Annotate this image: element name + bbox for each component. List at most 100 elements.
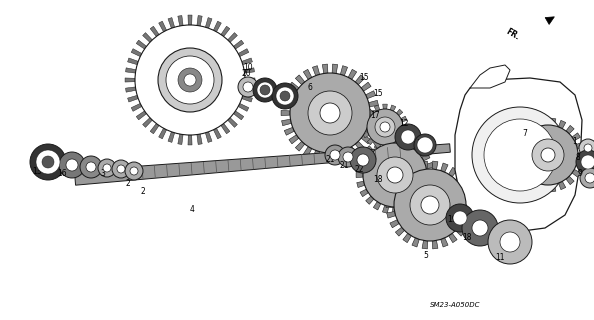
Text: 15: 15 — [359, 74, 369, 83]
Text: 4: 4 — [189, 205, 194, 214]
Circle shape — [103, 164, 111, 172]
Circle shape — [541, 148, 555, 162]
Polygon shape — [363, 116, 369, 122]
Polygon shape — [427, 172, 434, 178]
Polygon shape — [448, 167, 457, 177]
Polygon shape — [228, 118, 238, 127]
Polygon shape — [432, 161, 438, 170]
Circle shape — [112, 160, 130, 178]
Circle shape — [484, 119, 556, 191]
Text: 15: 15 — [373, 89, 383, 98]
Polygon shape — [516, 133, 524, 140]
Polygon shape — [461, 220, 470, 228]
Polygon shape — [390, 143, 396, 149]
Polygon shape — [332, 153, 337, 162]
Polygon shape — [396, 227, 405, 236]
Polygon shape — [206, 18, 212, 28]
Polygon shape — [366, 196, 374, 204]
Polygon shape — [312, 66, 320, 76]
Text: 5: 5 — [424, 252, 428, 260]
Polygon shape — [550, 184, 556, 192]
Polygon shape — [285, 127, 295, 135]
Text: 3: 3 — [100, 170, 106, 179]
Text: 9: 9 — [577, 170, 583, 179]
Polygon shape — [550, 118, 556, 126]
Polygon shape — [213, 128, 222, 139]
Text: 14: 14 — [416, 139, 426, 148]
Polygon shape — [390, 220, 399, 228]
Polygon shape — [390, 105, 396, 111]
Circle shape — [387, 167, 403, 183]
Polygon shape — [401, 137, 407, 145]
Polygon shape — [374, 143, 380, 149]
Circle shape — [367, 109, 403, 145]
Polygon shape — [206, 132, 212, 142]
Polygon shape — [512, 142, 520, 148]
Polygon shape — [363, 132, 369, 138]
Polygon shape — [383, 145, 387, 150]
Polygon shape — [221, 26, 230, 36]
Polygon shape — [304, 147, 312, 157]
Polygon shape — [340, 66, 347, 76]
Circle shape — [98, 159, 116, 177]
Polygon shape — [323, 64, 328, 74]
Polygon shape — [432, 240, 438, 249]
Polygon shape — [289, 82, 299, 91]
Polygon shape — [242, 58, 252, 65]
Polygon shape — [383, 137, 388, 145]
Circle shape — [580, 168, 594, 188]
Polygon shape — [244, 68, 254, 73]
Polygon shape — [360, 189, 368, 197]
Polygon shape — [393, 136, 397, 143]
Polygon shape — [361, 82, 371, 91]
Polygon shape — [295, 75, 305, 85]
Text: SM23-A050DC: SM23-A050DC — [430, 302, 481, 308]
Polygon shape — [285, 91, 295, 99]
Polygon shape — [576, 161, 584, 168]
Polygon shape — [289, 135, 299, 144]
Circle shape — [135, 25, 245, 135]
Polygon shape — [403, 233, 412, 243]
Polygon shape — [465, 212, 473, 218]
Polygon shape — [159, 21, 166, 32]
Circle shape — [80, 156, 102, 178]
Polygon shape — [396, 109, 403, 116]
Circle shape — [30, 144, 66, 180]
Polygon shape — [387, 192, 396, 198]
Text: 6: 6 — [308, 83, 312, 92]
Circle shape — [343, 152, 353, 162]
Circle shape — [166, 56, 214, 104]
Text: 1: 1 — [573, 138, 577, 147]
Polygon shape — [213, 21, 222, 32]
Circle shape — [178, 68, 202, 92]
Circle shape — [308, 91, 352, 135]
Circle shape — [325, 145, 345, 165]
Polygon shape — [362, 125, 367, 129]
Circle shape — [453, 211, 467, 225]
Polygon shape — [366, 91, 376, 99]
Polygon shape — [128, 95, 138, 102]
Circle shape — [401, 130, 415, 144]
Polygon shape — [370, 110, 379, 116]
Circle shape — [394, 169, 466, 241]
Circle shape — [585, 173, 594, 183]
Circle shape — [66, 159, 78, 171]
Polygon shape — [332, 64, 337, 74]
Polygon shape — [383, 104, 387, 109]
Text: 21: 21 — [326, 156, 335, 164]
Circle shape — [518, 125, 578, 185]
Polygon shape — [361, 135, 371, 144]
Polygon shape — [374, 140, 381, 148]
Polygon shape — [367, 139, 374, 145]
Circle shape — [280, 91, 290, 101]
Polygon shape — [422, 189, 430, 197]
Polygon shape — [136, 40, 147, 49]
Polygon shape — [228, 33, 238, 42]
Polygon shape — [576, 142, 584, 148]
Polygon shape — [159, 128, 166, 139]
Polygon shape — [409, 140, 416, 148]
Text: 13: 13 — [32, 167, 42, 177]
Polygon shape — [401, 132, 407, 138]
Text: 16: 16 — [57, 169, 67, 178]
Polygon shape — [470, 65, 510, 88]
